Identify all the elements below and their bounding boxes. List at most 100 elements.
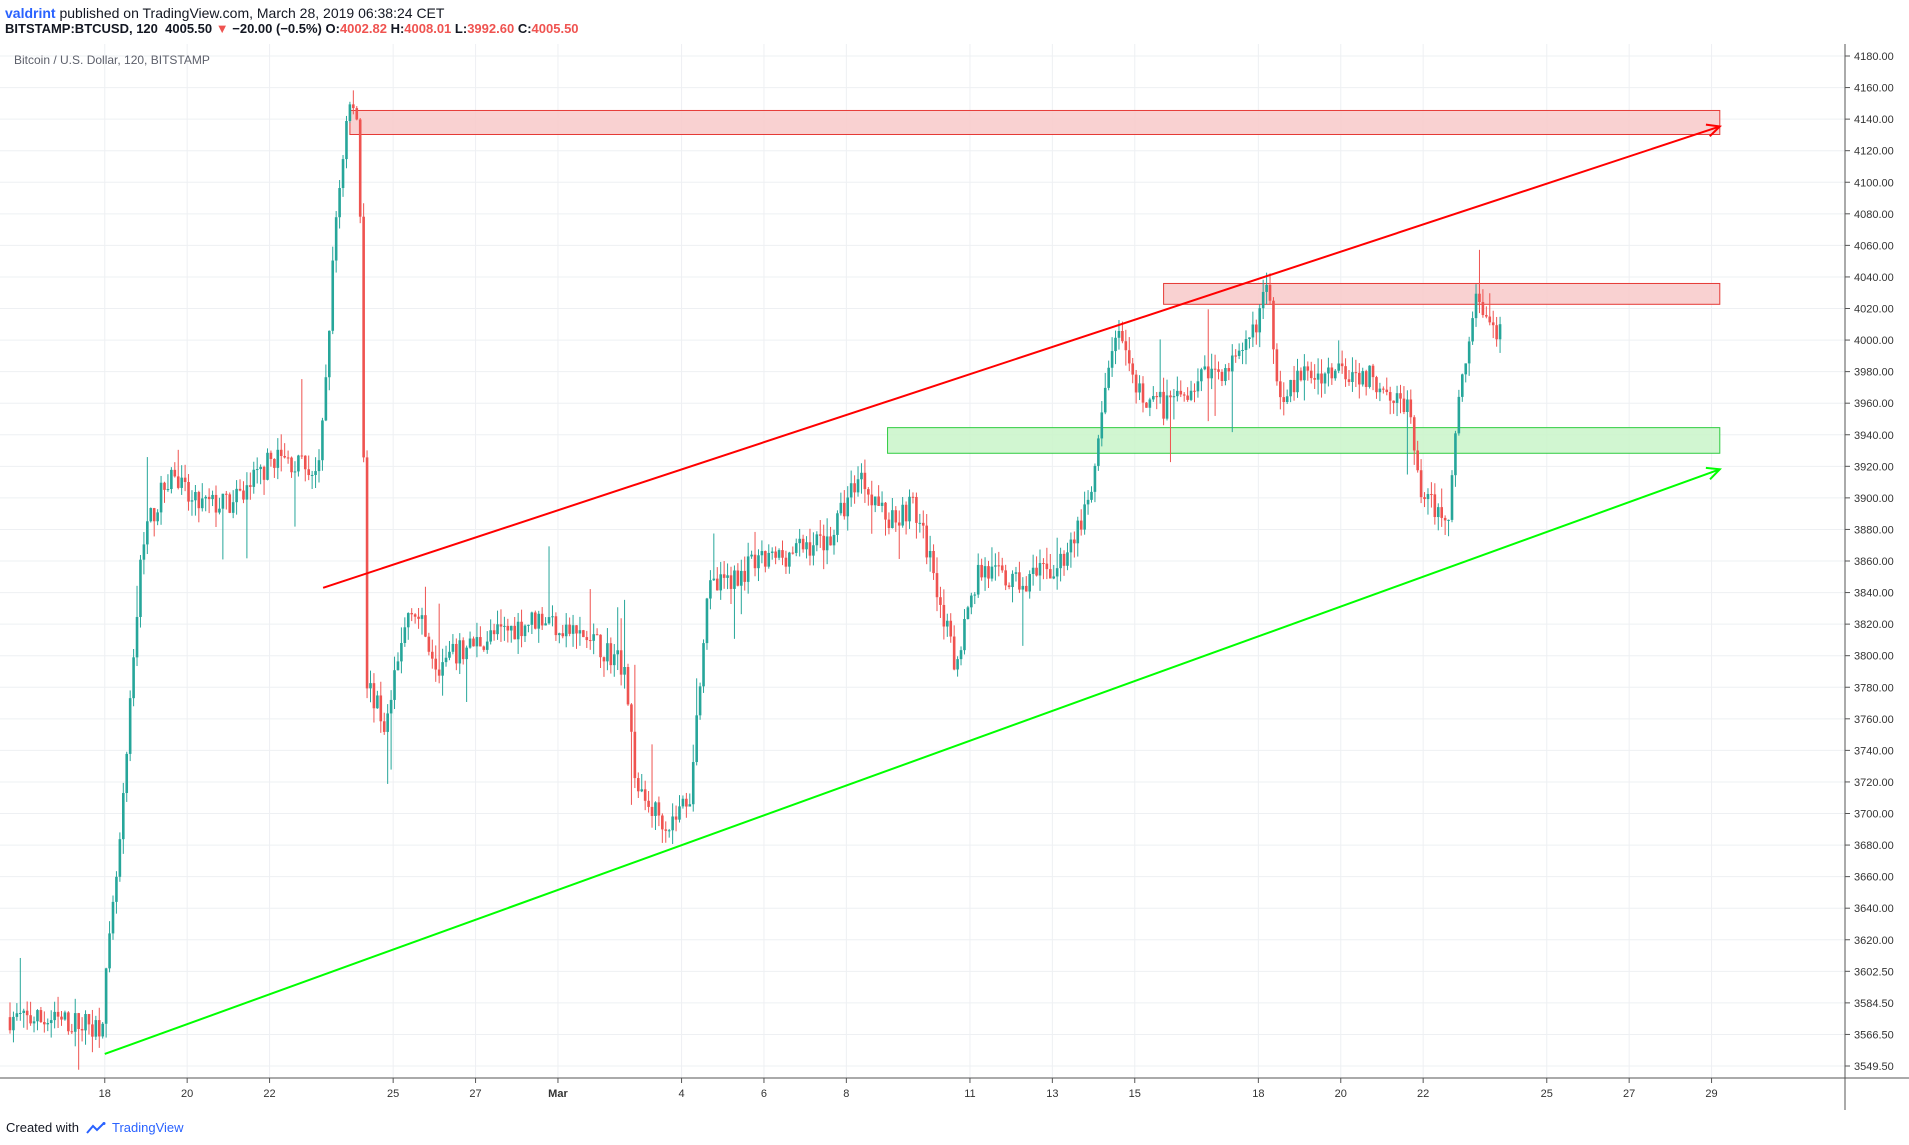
candle-body — [983, 566, 987, 578]
x-tick-label: 20 — [181, 1088, 193, 1100]
candle-body — [1323, 373, 1327, 384]
candle-body — [1210, 368, 1213, 379]
candle-body — [173, 469, 177, 477]
candle-body — [1320, 373, 1323, 384]
zones — [349, 109, 1721, 454]
candle-body — [1100, 412, 1104, 439]
candle-body — [166, 489, 170, 491]
candle-body — [551, 616, 554, 618]
resistance-trendline — [322, 125, 1721, 589]
candle-body — [843, 502, 846, 517]
candle-body — [324, 377, 328, 421]
candle-body — [276, 449, 280, 468]
candle-body — [43, 1022, 46, 1025]
candle-body — [170, 469, 173, 490]
candle-body — [101, 1023, 104, 1037]
candle-body — [499, 624, 503, 627]
candle-body — [1097, 438, 1100, 466]
candle-body — [434, 658, 438, 670]
candle-body — [345, 120, 348, 160]
support-trendline-arrow-icon — [1705, 466, 1722, 481]
candle-body — [825, 536, 829, 551]
candle-body — [963, 619, 966, 651]
candle-body — [159, 482, 163, 513]
candle-body — [1148, 399, 1152, 408]
chart-area[interactable]: 4180.00 4160.00 4140.00 4120.00 4100.00 4080.… — [0, 44, 1909, 1110]
candle-body — [1395, 393, 1399, 403]
x-tick-label: 29 — [1705, 1088, 1717, 1100]
candle-body — [695, 715, 698, 763]
candle-body — [1306, 366, 1310, 371]
candle-body — [29, 1015, 32, 1024]
candle-body — [448, 651, 451, 658]
y-tick-label: 4060.00 — [1854, 240, 1894, 252]
price-chart[interactable]: 4180.00 4160.00 4140.00 4120.00 4100.00 4080.… — [0, 44, 1909, 1110]
candle-body — [877, 496, 880, 506]
high-value: 4008.01 — [404, 21, 452, 36]
candle-body — [427, 636, 431, 652]
candle-body — [1230, 355, 1234, 372]
candle-body — [1495, 325, 1498, 340]
candle-body — [1478, 293, 1481, 303]
candle-body — [1498, 324, 1502, 340]
candle-body — [1004, 570, 1007, 586]
candle-body — [997, 565, 1001, 567]
candle-body — [767, 552, 771, 567]
tradingview-brand[interactable]: TradingView — [112, 1120, 184, 1135]
candle-body — [901, 504, 904, 526]
candle-body — [650, 806, 654, 816]
candle-body — [1248, 337, 1251, 339]
y-tick-label: 3549.50 — [1854, 1061, 1894, 1073]
candle-body — [860, 472, 863, 480]
candle-body — [1217, 369, 1220, 372]
candle-body — [1086, 499, 1090, 505]
candle-body — [1313, 378, 1316, 380]
candle-body — [132, 657, 135, 699]
candle-body — [108, 933, 111, 969]
candle-body — [22, 1010, 26, 1013]
candle-body — [49, 1020, 53, 1024]
candle-body — [746, 556, 750, 582]
candle-body — [1265, 284, 1268, 292]
candle-body — [921, 522, 925, 526]
candle-body — [211, 494, 214, 500]
candle-body — [626, 666, 630, 705]
candle-body — [712, 578, 716, 581]
y-tick-label: 3780.00 — [1854, 682, 1894, 694]
candle-body — [84, 1014, 87, 1031]
candle-body — [118, 839, 122, 877]
candle-body — [740, 570, 743, 586]
y-tick-label: 3820.00 — [1854, 619, 1894, 631]
candle-body — [812, 545, 815, 556]
candle-body — [1241, 349, 1244, 351]
candle-body — [678, 806, 681, 820]
candle-body — [1416, 450, 1419, 471]
candle-body — [674, 816, 678, 820]
x-tick-label: 15 — [1129, 1088, 1141, 1100]
candle-body — [300, 455, 304, 457]
candle-body — [314, 471, 317, 475]
author-link[interactable]: valdrint — [5, 5, 56, 21]
candle-body — [688, 804, 692, 807]
candle-body — [1007, 585, 1011, 588]
candle-body — [873, 496, 877, 506]
candle-body — [729, 575, 733, 589]
candle-body — [856, 479, 860, 493]
candle-body — [633, 731, 637, 779]
candle-body — [297, 455, 300, 472]
x-tick-label: 22 — [263, 1088, 275, 1100]
candle-body — [1368, 365, 1371, 387]
candle-body — [1042, 563, 1045, 565]
candle-body — [1255, 324, 1258, 333]
candle-body — [726, 575, 729, 578]
candle-body — [60, 1016, 63, 1020]
candle-body — [640, 789, 644, 792]
candle-body — [939, 597, 942, 605]
candle-body — [794, 543, 798, 553]
candle-body — [750, 554, 753, 557]
candle-body — [190, 500, 194, 502]
candle-body — [1083, 504, 1086, 530]
candle-body — [386, 713, 389, 732]
candle-body — [1296, 370, 1299, 393]
candle-body — [571, 625, 575, 634]
